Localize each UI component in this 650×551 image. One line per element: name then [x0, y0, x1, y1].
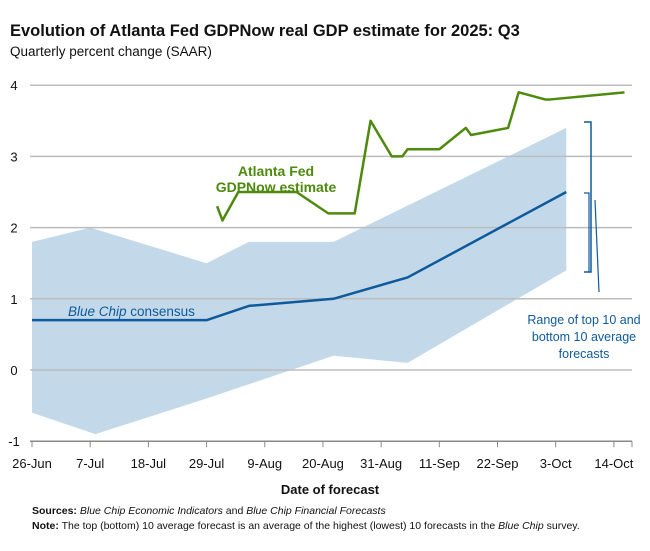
- sources-line: Sources: Blue Chip Economic Indicators a…: [32, 505, 386, 517]
- x-tick-label: 22-Sep: [477, 456, 519, 471]
- gdpnow-line: [215, 91, 625, 222]
- x-tick-label: 29-Jul: [189, 456, 225, 471]
- gdpnow-label-line1: Atlanta Fed: [238, 163, 314, 179]
- x-tick-label: 3-Oct: [540, 456, 572, 471]
- y-tick-label: 0: [10, 363, 17, 378]
- y-tick-label: 3: [10, 149, 17, 164]
- y-tick-label: 4: [10, 78, 17, 93]
- range-bracket: [584, 121, 592, 273]
- x-tick-label: 18-Jul: [131, 456, 167, 471]
- sources-text-2: and: [222, 505, 247, 517]
- note-text-3: survey.: [543, 520, 580, 532]
- sources-text-1: Blue Chip Economic Indicators: [79, 505, 223, 517]
- sources-label: Sources:: [32, 505, 77, 517]
- gdpnow-label-line2: GDPNow estimate: [216, 179, 337, 195]
- bluechip-consensus-line: [32, 190, 567, 322]
- note-text-2: Blue Chip: [498, 520, 544, 532]
- bluechip-label-rest: consensus: [127, 304, 196, 319]
- note-line: Note: The top (bottom) 10 average foreca…: [32, 520, 580, 532]
- lower-bracket: [584, 192, 590, 272]
- chart-title: Evolution of Atlanta Fed GDPNow real GDP…: [10, 22, 520, 40]
- band-label-3: forecasts: [559, 347, 610, 361]
- y-tick-label: 2: [10, 221, 17, 236]
- x-axis-title: Date of forecast: [281, 482, 380, 497]
- x-tick-label: 14-Oct: [594, 456, 633, 471]
- annotation-leader-line: [594, 199, 600, 293]
- bluechip-label-italic: Blue Chip: [68, 304, 127, 319]
- y-tick-label: 1: [10, 292, 17, 307]
- x-tick-label: 9-Aug: [247, 456, 282, 471]
- band-label-2: bottom 10 average: [532, 330, 636, 344]
- note-label: Note:: [32, 520, 59, 532]
- x-tick-label: 7-Jul: [76, 456, 104, 471]
- x-tick-label: 20-Aug: [302, 456, 344, 471]
- x-tick-label: 26-Jun: [12, 456, 52, 471]
- band-label-1: Range of top 10 and: [527, 313, 640, 327]
- sources-text-3: Blue Chip Financial Forecasts: [246, 505, 386, 517]
- y-tick-label: -1: [8, 434, 20, 449]
- x-tick-label: 11-Sep: [419, 456, 460, 471]
- bluechip-label: Blue Chip consensus: [68, 304, 195, 319]
- chart-subtitle: Quarterly percent change (SAAR): [10, 44, 212, 59]
- x-tick-label: 31-Aug: [360, 456, 402, 471]
- note-text-1: The top (bottom) 10 average forecast is …: [58, 520, 499, 532]
- forecast-range-band: [32, 127, 567, 435]
